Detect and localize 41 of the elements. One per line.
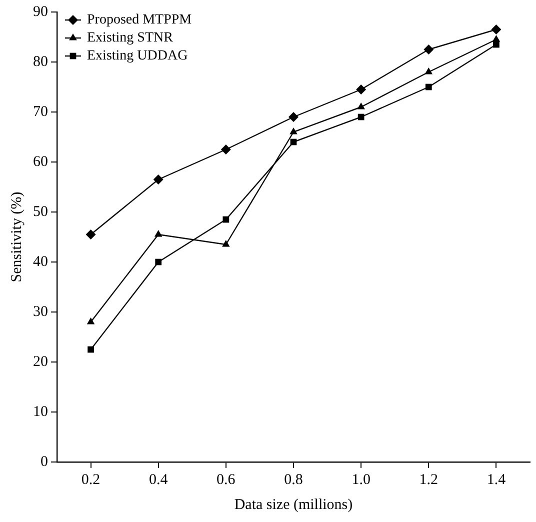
x-tick-label: 1.0 — [352, 472, 370, 488]
point — [222, 216, 230, 223]
point — [358, 114, 364, 120]
legend-label: Existing UDDAG — [87, 48, 188, 64]
y-axis-title: Sensitivity (%) — [8, 192, 25, 282]
point — [153, 174, 164, 184]
y-tick-label: 30 — [33, 304, 48, 320]
x-tick-label: 1.4 — [486, 472, 506, 488]
point — [356, 84, 366, 94]
y-tick-label: 70 — [33, 104, 48, 120]
x-tick-label: 1.2 — [419, 472, 438, 488]
point — [425, 84, 432, 90]
y-tick-label: 90 — [33, 4, 48, 20]
point — [86, 318, 95, 324]
y-tick-label: 0 — [40, 454, 48, 470]
point — [357, 102, 365, 110]
point — [88, 346, 94, 353]
y-tick-label: 10 — [33, 404, 48, 420]
legend-label: Existing STNR — [87, 30, 174, 46]
x-axis-title: Data size (millions) — [234, 496, 353, 513]
y-tick-label: 50 — [33, 204, 48, 220]
point — [491, 24, 502, 34]
x-tick-label: 0.6 — [216, 472, 236, 488]
point — [424, 44, 434, 54]
point — [290, 128, 298, 134]
x-tick-label: 0.8 — [284, 472, 303, 488]
y-tick-label: 40 — [33, 254, 48, 270]
point — [424, 68, 433, 74]
point — [154, 230, 162, 237]
point — [155, 258, 162, 266]
y-tick-label: 20 — [33, 354, 48, 370]
x-tick-label: 0.4 — [148, 472, 168, 488]
point — [492, 35, 500, 42]
x-tick-label: 0.2 — [81, 472, 100, 488]
point — [288, 112, 298, 122]
y-tick-label: 80 — [33, 54, 48, 70]
y-tick-label: 60 — [33, 154, 48, 170]
point — [222, 240, 230, 247]
point — [86, 230, 96, 240]
point — [220, 144, 231, 154]
legend-label: Proposed MTPPM — [87, 12, 192, 28]
